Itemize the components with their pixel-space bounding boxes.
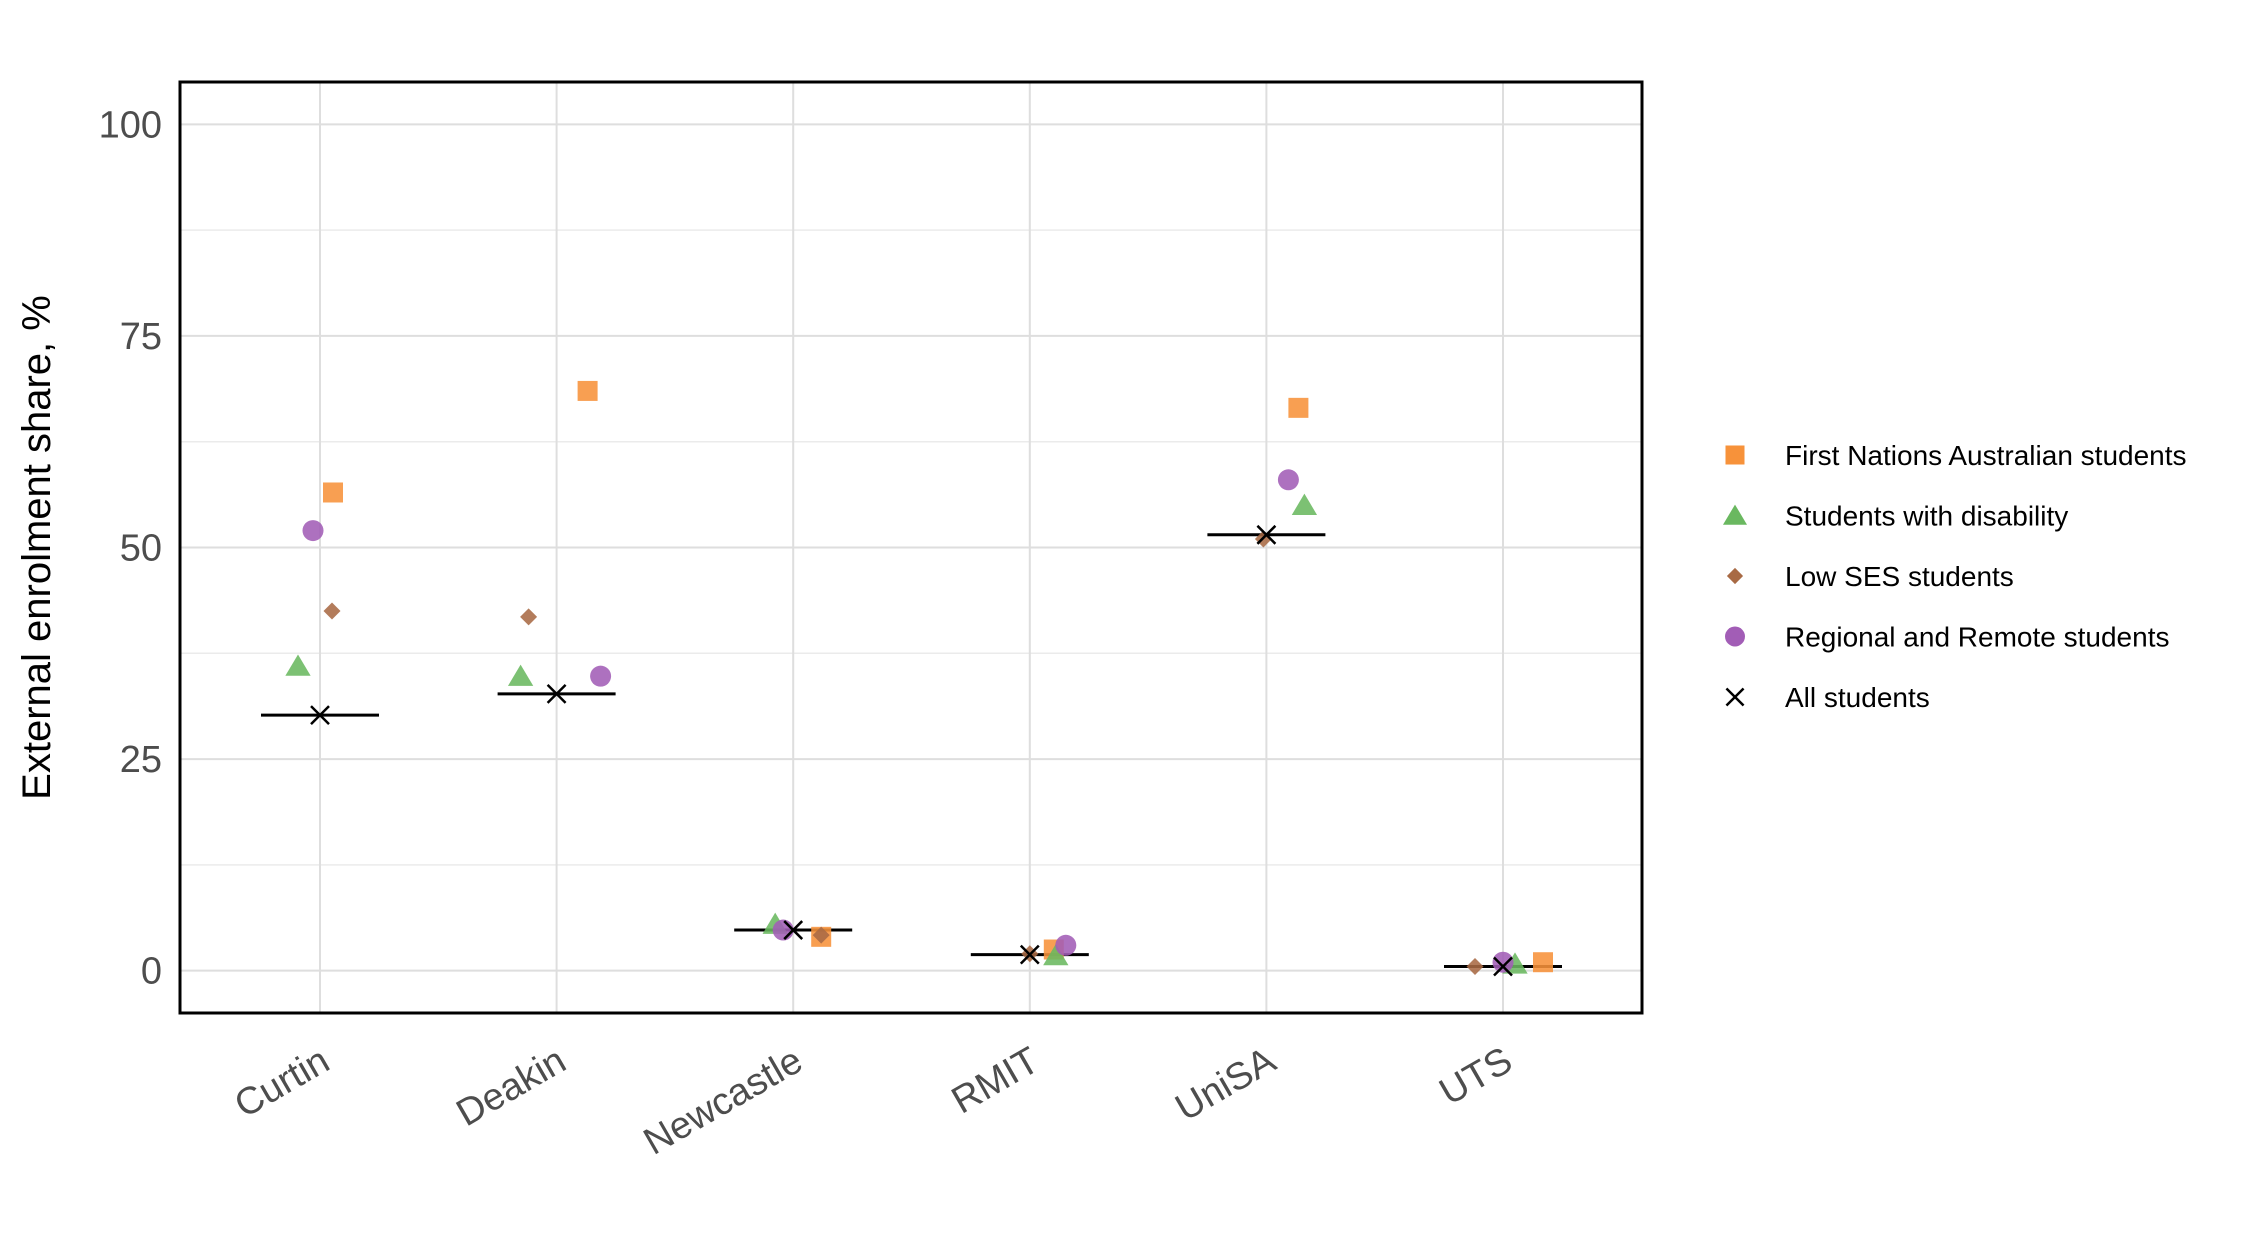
- x-marker-stroke: [1493, 956, 1513, 977]
- y-tick-label: 0: [141, 951, 162, 993]
- plot-panel-border: [178, 80, 1644, 1015]
- legend: First Nations Australian students Student…: [1722, 440, 2187, 713]
- legend-label: All students: [1785, 682, 1930, 713]
- all-students-reference-lines: [261, 533, 1562, 968]
- data-point-x: [1256, 524, 1277, 545]
- data-point-diamond: [520, 608, 538, 626]
- data-point-triangle: [1043, 943, 1069, 966]
- data-point-circle: [1492, 951, 1514, 973]
- data-point-x: [310, 705, 330, 725]
- legend-label: Students with disability: [1785, 501, 2068, 532]
- x-tick-label: UTS: [1433, 1039, 1520, 1113]
- data-point-circle: [1055, 934, 1077, 956]
- y-tick-label: 75: [120, 316, 162, 358]
- x-tick-label: RMIT: [945, 1039, 1046, 1122]
- x-tick-label: Deakin: [450, 1039, 573, 1135]
- data-point-circle: [772, 919, 794, 941]
- x-marker-stroke: [310, 705, 330, 725]
- data-point-x: [1493, 956, 1513, 977]
- data-point-x: [783, 920, 804, 940]
- data-point-square: [577, 380, 598, 401]
- legend-key-diamond: [1726, 567, 1744, 585]
- data-point-triangle: [507, 664, 534, 686]
- legend-key-triangle: [1722, 504, 1748, 525]
- data-point-circle: [302, 520, 324, 542]
- x-marker-stroke: [546, 684, 567, 704]
- data-point-diamond: [1466, 957, 1484, 975]
- y-axis-title: External enrolment share, %: [15, 295, 59, 800]
- legend-item: First Nations Australian students: [1725, 440, 2187, 471]
- data-point-square: [323, 482, 343, 503]
- legend-item: Students with disability: [1722, 501, 2068, 532]
- legend-label: First Nations Australian students: [1785, 440, 2187, 471]
- data-point-triangle: [1291, 493, 1318, 515]
- x-tick-label: Newcastle: [637, 1039, 810, 1163]
- x-marker-stroke: [783, 920, 804, 940]
- legend-key-square: [1725, 445, 1745, 465]
- x-axis-ticks: Curtin Deakin Newcastle RMIT UniSA UTS: [228, 1039, 1520, 1163]
- data-points: [285, 380, 1553, 977]
- x-tick-label: UniSA: [1169, 1039, 1284, 1130]
- data-point-triangle: [285, 654, 311, 676]
- data-point-circle: [590, 665, 612, 687]
- data-point-x: [1019, 944, 1040, 965]
- legend-item: All students: [1725, 682, 1930, 713]
- data-point-square: [1288, 397, 1309, 418]
- y-tick-label: 100: [99, 104, 162, 146]
- x-marker-stroke: [1019, 944, 1040, 965]
- legend-key-circle: [1725, 626, 1745, 647]
- data-point-square: [1533, 952, 1553, 973]
- x-marker-stroke: [1256, 524, 1277, 545]
- y-tick-label: 50: [120, 528, 162, 570]
- data-point-diamond: [323, 602, 341, 620]
- legend-item: Regional and Remote students: [1725, 622, 2169, 653]
- grid-layer: [180, 82, 1642, 1013]
- data-point-circle: [1277, 469, 1299, 491]
- legend-label: Regional and Remote students: [1785, 622, 2169, 653]
- data-point-x: [546, 684, 567, 704]
- y-axis-ticks: 0 25 50 75 100: [99, 104, 162, 992]
- data-point-diamond: [812, 926, 830, 944]
- x-tick-label: Curtin: [228, 1039, 337, 1126]
- legend-item: Low SES students: [1726, 561, 2014, 592]
- legend-label: Low SES students: [1785, 561, 2014, 592]
- x-marker-stroke: [1725, 687, 1745, 707]
- legend-key-x: [1725, 687, 1745, 707]
- y-tick-label: 25: [120, 739, 162, 781]
